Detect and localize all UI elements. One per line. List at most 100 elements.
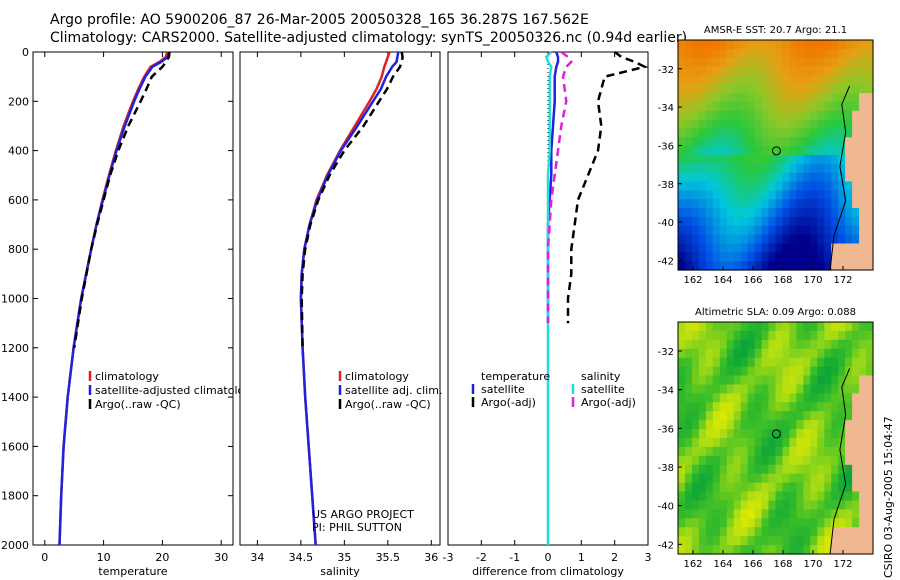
data-cell (733, 146, 742, 156)
data-cell (691, 384, 700, 394)
map-x-tick-label: 166 (743, 275, 762, 286)
land-cell (845, 429, 853, 439)
argo-float-marker (771, 146, 781, 156)
data-cell (789, 146, 797, 156)
data-cell (747, 66, 756, 76)
plot-frame (32, 51, 234, 546)
data-cell (685, 420, 693, 430)
data-cell (740, 93, 749, 103)
data-cell (685, 128, 693, 138)
data-cell (698, 261, 707, 271)
data-cell (712, 375, 721, 385)
data-cell (831, 518, 839, 528)
data-cell (796, 393, 804, 403)
data-cell (782, 155, 791, 165)
data-cell (838, 163, 846, 174)
data-cell (733, 446, 742, 457)
data-cell (705, 455, 714, 466)
data-cell (761, 40, 770, 50)
data-cell (733, 393, 742, 403)
data-cell (761, 155, 770, 165)
data-cell (845, 464, 853, 475)
data-cell (817, 172, 825, 183)
data-cell (768, 402, 777, 412)
land-cell (866, 181, 874, 191)
data-cell (747, 322, 756, 332)
data-cell (817, 446, 825, 457)
data-cell (691, 199, 700, 209)
data-cell (719, 446, 728, 457)
data-cell (740, 384, 749, 394)
data-cell (685, 57, 693, 68)
data-cell (782, 110, 791, 121)
data-cell (712, 93, 721, 103)
data-cell (712, 420, 721, 430)
data-cell (678, 348, 686, 359)
data-cell (824, 366, 832, 377)
land-cell (859, 393, 867, 403)
data-cell (817, 473, 825, 484)
data-cell (705, 366, 714, 377)
data-cell (796, 339, 804, 350)
data-cell (754, 40, 763, 50)
data-cell (691, 57, 700, 68)
data-cell (712, 110, 721, 121)
data-cell (685, 225, 693, 236)
data-cell (838, 190, 846, 200)
land-cell (852, 446, 860, 457)
data-cell (775, 491, 784, 501)
data-cell (817, 208, 825, 218)
land-cell (831, 252, 839, 262)
data-cell (726, 128, 735, 138)
data-cell (789, 438, 797, 448)
data-cell (705, 322, 714, 332)
data-cell (733, 500, 742, 510)
data-cell (789, 216, 797, 227)
data-cell (740, 128, 749, 138)
data-cell (796, 402, 804, 412)
data-cell (698, 473, 707, 484)
data-cell (712, 509, 721, 519)
data-cell (838, 181, 846, 191)
data-cell (810, 146, 818, 156)
data-cell (705, 110, 714, 121)
map-x-tick-label: 168 (773, 275, 792, 286)
data-cell (831, 172, 839, 183)
data-cell (824, 429, 832, 439)
data-cell (747, 48, 756, 59)
data-cell (733, 339, 742, 350)
land-cell (859, 199, 867, 209)
data-cell (691, 500, 700, 510)
data-cell (796, 348, 804, 359)
data-cell (685, 482, 693, 493)
data-cell (740, 190, 749, 200)
data-cell (782, 545, 791, 555)
data-cell (845, 48, 853, 59)
land-cell (859, 261, 867, 271)
data-cell (733, 429, 742, 439)
data-cell (678, 411, 686, 421)
data-cell (782, 500, 791, 510)
data-cell (747, 163, 756, 174)
data-cell (691, 429, 700, 439)
data-cell (803, 411, 811, 421)
data-cell (691, 339, 700, 350)
data-cell (685, 208, 693, 218)
data-cell (859, 75, 867, 85)
legend-label: climatology (95, 370, 159, 383)
data-cell (831, 128, 839, 138)
land-cell (866, 234, 874, 244)
data-cell (789, 545, 797, 555)
data-cell (803, 500, 811, 510)
data-cell (796, 57, 804, 68)
land-cell (859, 509, 867, 519)
data-cell (691, 146, 700, 156)
data-cell (789, 402, 797, 412)
land-cell (859, 545, 867, 555)
data-cell (845, 509, 853, 519)
land-cell (866, 110, 874, 121)
data-cell (852, 93, 860, 103)
coastline (829, 85, 851, 271)
data-cell (768, 322, 777, 332)
